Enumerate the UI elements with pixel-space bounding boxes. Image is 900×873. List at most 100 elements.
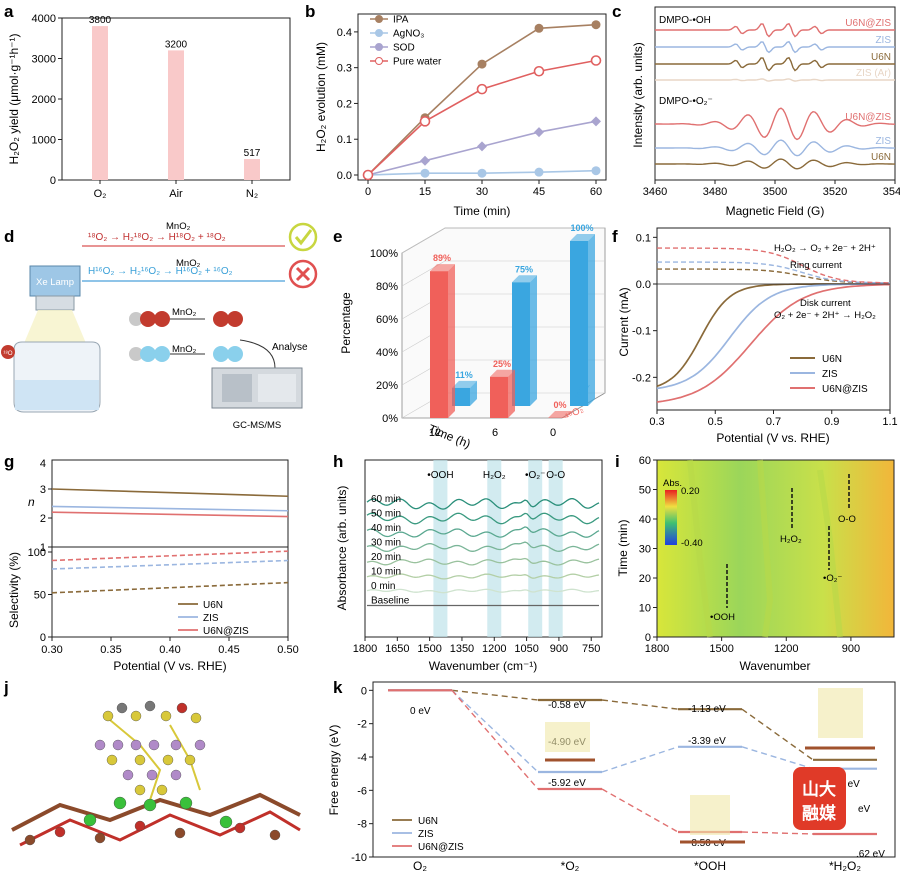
data-point bbox=[477, 141, 487, 152]
molecule-o2-18 bbox=[227, 311, 243, 327]
group-label-oh: DMPO-•OH bbox=[659, 15, 711, 26]
panel-label-d: d bbox=[4, 227, 14, 246]
group-label-o2: DMPO-•O₂⁻ bbox=[659, 96, 713, 107]
epr-trace-1 bbox=[655, 40, 895, 54]
light-beam bbox=[22, 310, 88, 348]
catalyst-label-4: MnO₂ bbox=[172, 344, 197, 355]
instrument-label: GC-MS/MS bbox=[233, 420, 282, 431]
x-tick-label: 1200 bbox=[774, 643, 798, 655]
lamp-label: Xe Lamp bbox=[36, 277, 74, 288]
selectivity-line-2 bbox=[51, 550, 289, 562]
energy-value-label: .62 eV bbox=[856, 849, 885, 860]
atom bbox=[102, 710, 114, 722]
legend-label: ZIS bbox=[418, 829, 434, 840]
instrument-module bbox=[258, 374, 296, 402]
atom bbox=[112, 739, 124, 751]
y-tick-label: 2 bbox=[40, 513, 46, 525]
x-tick-label: 15 bbox=[419, 186, 431, 198]
chart-i: Abs. 0.20 -0.40 1800 1500 1200 900 0 10 20 30 40… bbox=[616, 455, 895, 673]
trace-label: ZIS bbox=[875, 136, 891, 147]
x-tick-label: Air bbox=[169, 188, 183, 200]
reactor-liquid bbox=[15, 380, 99, 410]
cross-mark bbox=[295, 266, 311, 282]
ring-curve-2 bbox=[657, 247, 890, 284]
chart-g: 0.30 0.35 0.40 0.45 0.50 1 2 3 4 0 50 100 U6N ZIS U6N… bbox=[7, 458, 299, 673]
y-tick-label: -8 bbox=[357, 819, 367, 831]
bar-16o-1-side bbox=[530, 275, 537, 406]
data-point bbox=[477, 168, 487, 178]
y-tick-label: 10 bbox=[639, 603, 651, 615]
x-tick-label: 1350 bbox=[450, 643, 474, 655]
panel-label-k: k bbox=[333, 678, 343, 697]
y-axis-label: H₂O₂ yield (μmol·g⁻¹h⁻¹) bbox=[7, 34, 21, 165]
legend-label: ZIS bbox=[822, 369, 838, 380]
disk-curve-1 bbox=[656, 283, 890, 390]
bar-16o-1-top bbox=[512, 275, 537, 283]
chart-k: 0 eV-0.58 eV-4.90 eV-5.92 eV-1.13 eV-3.3… bbox=[327, 681, 896, 873]
spectrum-1 bbox=[366, 512, 600, 525]
x-tick-label: 3460 bbox=[643, 186, 667, 198]
legend-label: U6N bbox=[418, 816, 438, 827]
z-tick-label: 100% bbox=[370, 248, 398, 260]
inset-structure-h2o2 bbox=[805, 688, 875, 750]
molecule-h bbox=[129, 312, 143, 326]
panel-label-i: i bbox=[615, 452, 620, 471]
energy-value-label: -0.58 eV bbox=[548, 700, 586, 711]
y-tick-label: 4000 bbox=[32, 13, 56, 25]
bar-value-label: 0% bbox=[553, 400, 566, 410]
reaction-16o: H¹⁶O₂ → H₂¹⁶O₂ → H¹⁶O₂ + ¹⁶O₂ bbox=[88, 266, 233, 277]
selectivity-line-0 bbox=[51, 581, 289, 594]
x-tick-label: 0 bbox=[365, 186, 371, 198]
x-tick-label: O₂ bbox=[413, 859, 427, 873]
z-tick-label: 80% bbox=[376, 281, 398, 293]
spectrum-label: 0 min bbox=[371, 581, 395, 592]
panel-label-h: h bbox=[333, 452, 343, 471]
lamp-neck bbox=[35, 295, 75, 311]
n-line-2 bbox=[51, 511, 289, 518]
x-tick-label: 0.9 bbox=[824, 416, 839, 428]
y-tick-label: 0.3 bbox=[337, 63, 352, 75]
chart-f: 0.3 0.5 0.7 0.9 1.1 -0.2 -0.1 0.0 0.1 H₂O₂ → O₂ … bbox=[617, 227, 898, 445]
annotation-o2: •O₂⁻ bbox=[823, 573, 842, 584]
energy-connector-1 bbox=[451, 689, 539, 773]
y-tick-label: 60 bbox=[639, 455, 651, 467]
atom bbox=[83, 813, 97, 827]
panel-label-f: f bbox=[612, 227, 618, 246]
annotation-disk: Disk current bbox=[800, 298, 851, 309]
data-point bbox=[420, 168, 430, 178]
y-tick-label: 20 bbox=[639, 573, 651, 585]
trace-label: U6N bbox=[871, 152, 891, 163]
x-tick-label: 3540 bbox=[883, 186, 900, 198]
heatmap-texture bbox=[687, 459, 843, 638]
z-tick-label: 20% bbox=[376, 380, 398, 392]
spectrum-6 bbox=[366, 588, 600, 594]
bar-18o-0-side bbox=[448, 264, 455, 418]
x-tick-label: *OOH bbox=[694, 859, 726, 873]
data-point bbox=[591, 166, 601, 176]
panel-label-a: a bbox=[4, 2, 14, 21]
x-tick-label: 0 bbox=[550, 427, 556, 439]
epr-trace-6 bbox=[655, 158, 895, 170]
spectrum-label: 10 min bbox=[371, 567, 401, 578]
bar-18o-2-top bbox=[548, 411, 573, 418]
data-point bbox=[476, 83, 488, 95]
y-tick-label: 0.4 bbox=[337, 27, 352, 39]
y-axis-label-n: n bbox=[28, 495, 35, 509]
x-tick-label: 30 bbox=[476, 186, 488, 198]
annotation-ring-reaction: H₂O₂ → O₂ + 2e⁻ + 2H⁺ bbox=[774, 243, 876, 254]
data-point bbox=[534, 127, 544, 138]
data-point bbox=[362, 169, 374, 181]
epr-trace-0 bbox=[655, 22, 895, 38]
x-tick-label: 12 bbox=[429, 427, 441, 439]
bar-16o-0-top bbox=[452, 380, 477, 388]
trace-label: ZIS (Ar) bbox=[856, 68, 891, 79]
x-tick-label: 0.7 bbox=[766, 416, 781, 428]
bar-value-label: 11% bbox=[455, 370, 473, 380]
x-tick-label: *O₂ bbox=[561, 859, 580, 873]
atom bbox=[94, 832, 106, 844]
plot-frame bbox=[364, 459, 603, 638]
atom bbox=[134, 820, 146, 832]
spectrum-4 bbox=[366, 557, 600, 566]
x-axis-label: Wavenumber (cm⁻¹) bbox=[429, 659, 538, 673]
legend-label: U6N@ZIS bbox=[203, 626, 249, 637]
